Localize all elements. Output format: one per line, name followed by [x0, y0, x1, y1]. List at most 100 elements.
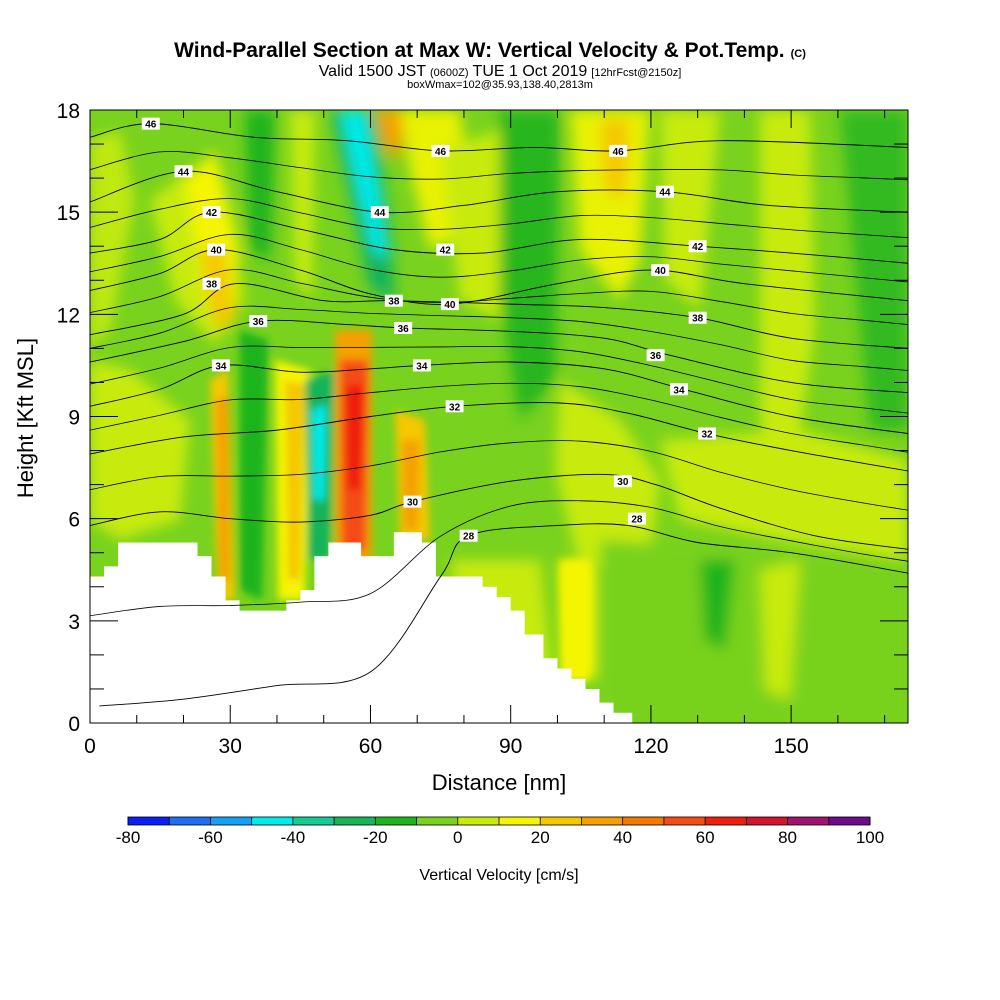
colorbar-tick-label: 80 [778, 828, 797, 847]
isentropes [90, 123, 908, 707]
colorbar-title: Vertical Velocity [cm/s] [419, 867, 578, 884]
colorbar-swatch [705, 817, 747, 825]
isentrope-label-34-bg [211, 359, 230, 372]
isentrope-label-30: 30 [407, 498, 419, 509]
isentrope-40 [90, 249, 908, 305]
isentrope-30 [90, 473, 908, 550]
isentrope-intermediate [90, 440, 908, 511]
isentrope-label-34-bg [669, 383, 688, 396]
isentrope-label-46-bg [431, 144, 450, 157]
colorbar-swatch [540, 817, 582, 825]
colorbar-swatch [499, 817, 541, 825]
isentrope-label-44: 44 [374, 208, 386, 219]
isentrope-label-42: 42 [206, 208, 218, 219]
colorbar-tick-label: -80 [116, 828, 141, 847]
colorbar-swatch [251, 817, 294, 825]
x-tick-label: 30 [219, 735, 242, 758]
colorbar-swatch [128, 817, 170, 825]
isentrope-label-40: 40 [444, 300, 456, 311]
isentrope-label-36: 36 [650, 351, 662, 362]
isentrope-label-28: 28 [463, 532, 475, 543]
y-tick-label: 12 [57, 304, 80, 327]
isentrope-label-36: 36 [398, 324, 410, 335]
isentrope-label-28-bg [459, 529, 478, 542]
isentrope-label-34: 34 [215, 361, 227, 372]
isentrope-intermediate [90, 198, 908, 239]
isentrope-34 [90, 361, 908, 434]
isentrope-label-44-bg [174, 165, 193, 178]
colorbar-tick-label: 20 [531, 828, 550, 847]
colorbar-tick-label: -40 [281, 828, 306, 847]
isentrope-label-46-bg [609, 144, 628, 157]
isentrope-label-42-bg [436, 243, 455, 256]
isentrope-label-38: 38 [388, 297, 400, 308]
isentrope-label-40: 40 [655, 266, 667, 277]
colorbar-swatch [169, 817, 211, 825]
colorbar-swatch [581, 817, 624, 825]
isentrope-label-30-bg [613, 475, 632, 488]
isentrope-label-44-bg [655, 185, 674, 198]
isentrope-intermediate [90, 233, 908, 283]
isentrope-label-40: 40 [211, 246, 223, 257]
isentrope-intermediate [90, 269, 908, 325]
isentrope-label-40-bg [651, 264, 670, 277]
isentrope-intermediate [90, 151, 908, 181]
y-tick-label: 18 [57, 100, 80, 123]
isentrope-intermediate [90, 305, 908, 371]
isentrope-label-46: 46 [145, 120, 157, 131]
isentrope-38 [90, 283, 908, 349]
isentrope-label-34: 34 [673, 385, 685, 396]
isentrope-label-46: 46 [613, 147, 625, 158]
x-tick-label: 60 [359, 735, 382, 758]
isentrope-label-30: 30 [617, 477, 629, 488]
y-tick-label: 3 [68, 611, 80, 634]
colorbar-tick-label: 0 [453, 828, 462, 847]
isentrope-32 [90, 402, 908, 472]
x-tick-label: 90 [499, 735, 522, 758]
colorbar-tick-label: -60 [198, 828, 223, 847]
isentrope-label-44: 44 [659, 188, 671, 199]
colorbar-tick-label: 100 [856, 828, 884, 847]
x-tick-label: 120 [633, 735, 668, 758]
isentrope-label-40-bg [440, 298, 459, 311]
y-axis-label: Height [Kft MSL] [13, 338, 38, 498]
colorbar-swatch [416, 817, 459, 825]
colorbar-tick-label: 40 [613, 828, 632, 847]
isentrope-label-44-bg [370, 206, 389, 219]
isentrope-label-38-bg [202, 277, 221, 290]
isentrope-intermediate [90, 382, 908, 453]
isentrope-labels: 28 30 32 34 36 38 40 42 44 46 46 44 42 40 38 36 34 44 46 42… [141, 117, 717, 543]
isentrope-label-30-bg [403, 495, 422, 508]
chart-title: Wind-Parallel Section at Max W: Vertical… [174, 39, 806, 62]
colorbar: -80 -60 -40 -20 0 20 40 60 80 100 [116, 816, 884, 847]
isentrope-label-42: 42 [440, 246, 452, 257]
colorbar-swatch [375, 817, 418, 825]
isentrope-label-34-bg [412, 359, 431, 372]
colorbar-swatch [663, 817, 706, 825]
colorbar-swatch [746, 817, 789, 825]
colorbar-swatch [787, 817, 830, 825]
x-tick-label: 0 [84, 735, 96, 758]
y-tick-label: 6 [68, 509, 80, 532]
colorbar-tick-label: -20 [363, 828, 388, 847]
isentrope-36 [90, 319, 908, 394]
isentrope-label-38-bg [384, 294, 403, 307]
colorbar-swatch [334, 817, 376, 825]
x-tick-label: 150 [774, 735, 809, 758]
colorbar-swatch [828, 817, 871, 825]
isentrope-label-44: 44 [178, 167, 190, 178]
isentrope-label-42-bg [202, 206, 221, 219]
isentrope-label-32-bg [445, 400, 464, 413]
isentrope-label-38: 38 [692, 314, 704, 325]
terrain [90, 532, 633, 723]
colorbar-swatch [210, 817, 253, 825]
isentrope-label-32: 32 [449, 402, 461, 413]
isentrope-42 [90, 211, 908, 264]
isentrope-label-38: 38 [206, 280, 218, 291]
y-tick-label: 9 [68, 407, 80, 430]
isentrope-label-28: 28 [631, 515, 643, 526]
colorbar-swatch [292, 817, 335, 825]
isentrope-label-40-bg [207, 243, 226, 256]
